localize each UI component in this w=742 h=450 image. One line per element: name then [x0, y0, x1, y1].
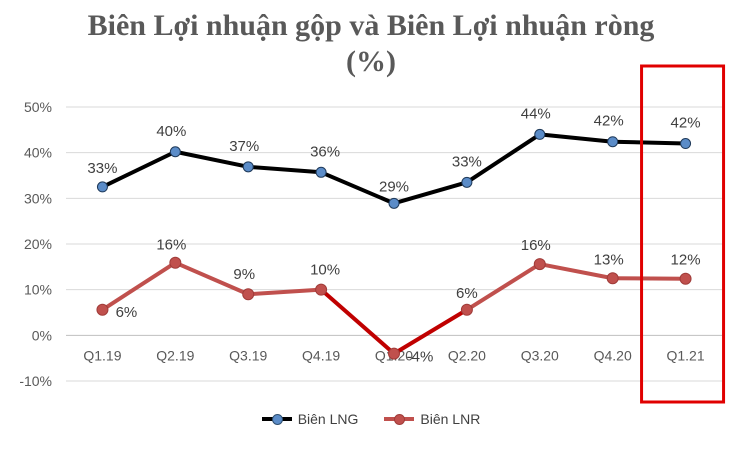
legend-swatch-lng — [261, 414, 292, 425]
x-tick-label: Q3.19 — [229, 347, 267, 363]
x-tick-label: Q1.19 — [83, 347, 121, 363]
y-tick-label: 40% — [24, 145, 52, 161]
legend-label-lnr: Biên LNR — [420, 411, 481, 427]
data-label-bien-lnr: -4% — [407, 349, 434, 366]
data-label-bien-lng: 37% — [229, 138, 259, 155]
point-bien-lnr — [169, 256, 182, 269]
legend-swatch-lnr — [384, 414, 415, 425]
point-bien-lnr — [388, 347, 400, 360]
chart-title-line2: (%) — [346, 45, 396, 78]
series-segment-bien-lnr — [246, 287, 324, 297]
data-label-bien-lnr: 9% — [233, 266, 255, 283]
chart-legend: Biên LNG Biên LNR — [0, 411, 742, 427]
point-bien-lng — [680, 138, 692, 150]
x-tick-label: Q2.20 — [448, 347, 486, 363]
series-segment-bien-lnr — [173, 260, 251, 297]
y-tick-label: 10% — [24, 282, 52, 298]
data-label-bien-lnr: 13% — [594, 251, 624, 268]
x-tick-label: Q2.19 — [156, 347, 194, 363]
data-label-bien-lnr: 12% — [671, 252, 701, 269]
point-bien-lnr — [242, 288, 255, 301]
data-label-bien-lng: 36% — [310, 143, 340, 160]
point-bien-lnr — [460, 303, 473, 316]
point-bien-lng — [315, 166, 327, 178]
legend-item-lnr: Biên LNR — [384, 411, 480, 427]
series-segment-bien-lnr — [100, 260, 178, 312]
point-bien-lng — [534, 128, 546, 140]
data-label-bien-lnr: 16% — [156, 237, 186, 254]
point-bien-lng — [461, 176, 473, 188]
series-segment-bien-lnr — [392, 307, 469, 356]
y-tick-label: 20% — [24, 236, 52, 252]
data-label-bien-lng: 33% — [87, 160, 117, 177]
point-bien-lng — [607, 136, 619, 148]
x-tick-label: Q1.21 — [666, 347, 704, 363]
data-label-bien-lnr: 16% — [521, 237, 551, 254]
point-bien-lng — [169, 146, 181, 158]
legend-item-lng: Biên LNG — [261, 411, 359, 427]
point-bien-lng — [96, 181, 108, 193]
data-label-bien-lng: 40% — [156, 123, 186, 140]
point-bien-lnr — [533, 258, 546, 271]
legend-label-lng: Biên LNG — [297, 411, 359, 427]
point-bien-lnr — [315, 283, 328, 296]
y-tick-label: 30% — [24, 190, 52, 206]
data-label-bien-lng: 42% — [671, 115, 701, 132]
data-label-bien-lng: 33% — [452, 153, 482, 170]
point-bien-lng — [388, 197, 400, 209]
x-tick-label: Q3.20 — [521, 347, 559, 363]
data-label-bien-lng: 42% — [594, 113, 624, 130]
data-label-bien-lnr: 6% — [456, 285, 478, 302]
data-label-bien-lnr: 10% — [310, 262, 340, 279]
y-tick-label: -10% — [19, 373, 52, 389]
chart-title-line1: Biên Lợi nhuận gộp và Biên Lợi nhuận ròn… — [87, 9, 655, 42]
series-segment-bien-lnr — [319, 287, 396, 356]
point-bien-lnr — [606, 272, 619, 285]
x-tick-label: Q4.20 — [594, 347, 632, 363]
point-bien-lnr — [679, 272, 692, 285]
point-bien-lnr — [96, 303, 109, 316]
series-segment-bien-lnr — [464, 262, 542, 312]
y-tick-label: 50% — [24, 99, 52, 115]
data-label-bien-lng: 44% — [521, 105, 551, 122]
point-bien-lng — [242, 161, 254, 173]
series-segment-bien-lnr — [537, 262, 615, 281]
x-tick-label: Q4.19 — [302, 347, 340, 363]
highlight-box-q1-21 — [640, 64, 726, 404]
y-tick-label: 0% — [32, 327, 52, 343]
chart-title: Biên Lợi nhuận gộp và Biên Lợi nhuận ròn… — [0, 8, 742, 80]
data-label-bien-lnr: 6% — [116, 304, 138, 321]
data-label-bien-lng: 29% — [379, 178, 409, 195]
